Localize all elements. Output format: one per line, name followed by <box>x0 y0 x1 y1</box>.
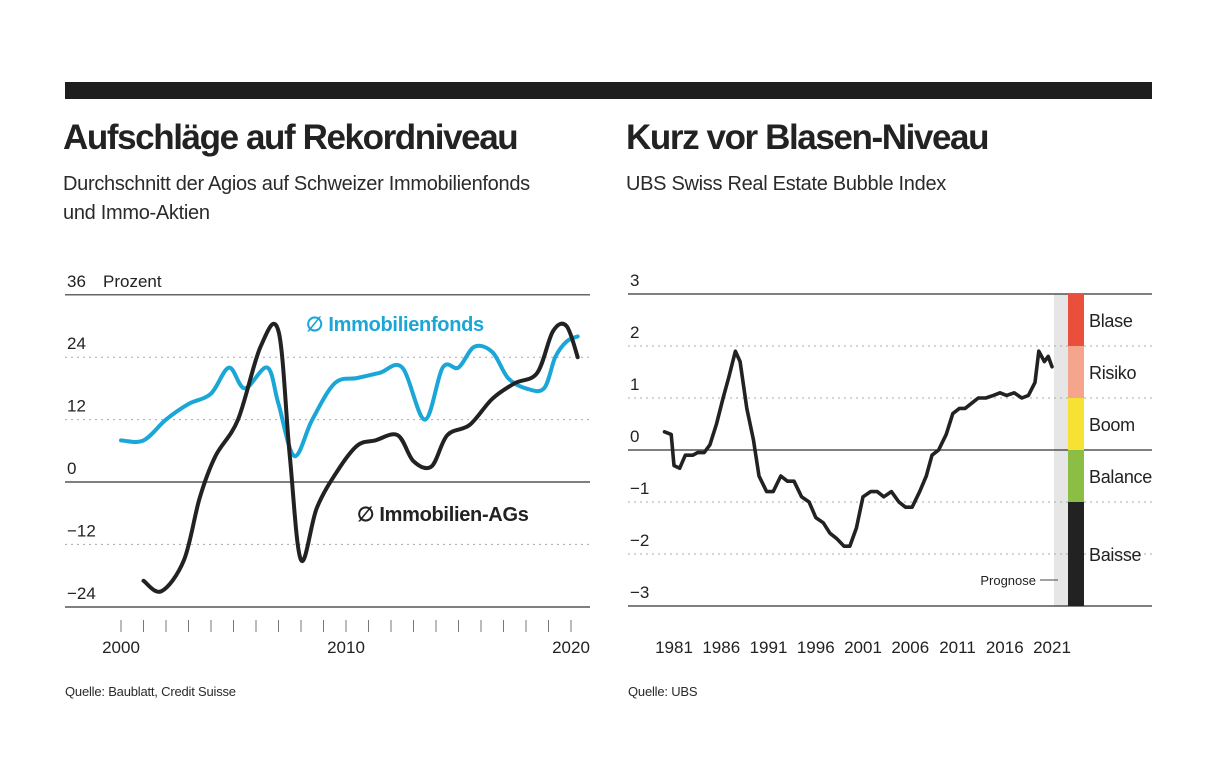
y-tick-label: 3 <box>630 271 639 290</box>
y-tick-label: −12 <box>67 521 96 540</box>
x-tick-label: 2020 <box>552 638 590 657</box>
left-subtitle-line-1: Durchschnitt der Agios auf Schweizer Imm… <box>63 173 530 195</box>
x-tick-label: 2016 <box>986 638 1024 657</box>
zone-band-blase <box>1068 294 1084 346</box>
zone-label-boom: Boom <box>1089 415 1135 435</box>
y-tick-label: −3 <box>630 583 649 602</box>
y-tick-label: 36 <box>67 272 86 291</box>
zone-label-balance: Balance <box>1089 467 1152 487</box>
series-line-immobilienfonds <box>119 334 580 458</box>
right-chart-subtitle: UBS Swiss Real Estate Bubble Index <box>626 170 946 199</box>
zone-band-balance <box>1068 450 1084 502</box>
y-tick-label: 0 <box>67 459 76 478</box>
top-divider-bar <box>65 82 1152 99</box>
agio-line-chart: −24 −12 0 12 24 36 Prozent 2000 2010 2020 ∅ Immobi… <box>65 272 590 657</box>
forecast-label: Prognose <box>980 573 1036 588</box>
left-subtitle-line-2: und Immo-Aktien <box>63 202 210 224</box>
x-tick-label: 1991 <box>750 638 788 657</box>
left-chart-subtitle: Durchschnitt der Agios auf Schweizer Imm… <box>63 170 530 228</box>
x-tick-label: 2006 <box>891 638 929 657</box>
legend-label-immobilien-ags: ∅ Immobilien-AGs <box>357 504 529 526</box>
y-tick-label: 12 <box>67 397 86 416</box>
zone-band-boom <box>1068 398 1084 450</box>
x-tick-label: 2010 <box>327 638 365 657</box>
x-tick-label: 2000 <box>102 638 140 657</box>
left-chart-title: Aufschläge auf Rekordniveau <box>63 118 519 157</box>
y-tick-label: 0 <box>630 427 639 446</box>
y-tick-label: −24 <box>67 584 96 603</box>
x-tick-label: 1996 <box>797 638 835 657</box>
legend-label-immobilienfonds: ∅ Immobilienfonds <box>306 314 484 336</box>
y-tick-label: 24 <box>67 334 86 353</box>
x-tick-label: 2001 <box>844 638 882 657</box>
x-tick-label: 2021 <box>1033 638 1071 657</box>
y-tick-label: −1 <box>630 479 649 498</box>
x-tick-label: 1981 <box>655 638 693 657</box>
y-tick-label: −2 <box>630 531 649 550</box>
zone-label-baisse: Baisse <box>1089 545 1142 565</box>
zone-label-risiko: Risiko <box>1089 363 1136 383</box>
y-tick-label: 2 <box>630 323 639 342</box>
left-chart-source: Quelle: Baublatt, Credit Suisse <box>65 684 236 699</box>
x-tick-label: 2011 <box>939 638 976 657</box>
right-subtitle-line-1: UBS Swiss Real Estate Bubble Index <box>626 173 946 195</box>
x-tick-label: 1986 <box>702 638 740 657</box>
zone-band-baisse <box>1068 502 1084 606</box>
zone-band-risiko <box>1068 346 1084 398</box>
series-line-bubble-index <box>662 349 1054 548</box>
y-axis-unit-label: Prozent <box>103 272 162 291</box>
series-line-immobilien-ags <box>141 321 580 594</box>
zone-label-blase: Blase <box>1089 311 1133 331</box>
right-chart-source: Quelle: UBS <box>628 684 698 699</box>
y-tick-label: 1 <box>630 375 639 394</box>
right-chart-title: Kurz vor Blasen-Niveau <box>626 118 990 157</box>
